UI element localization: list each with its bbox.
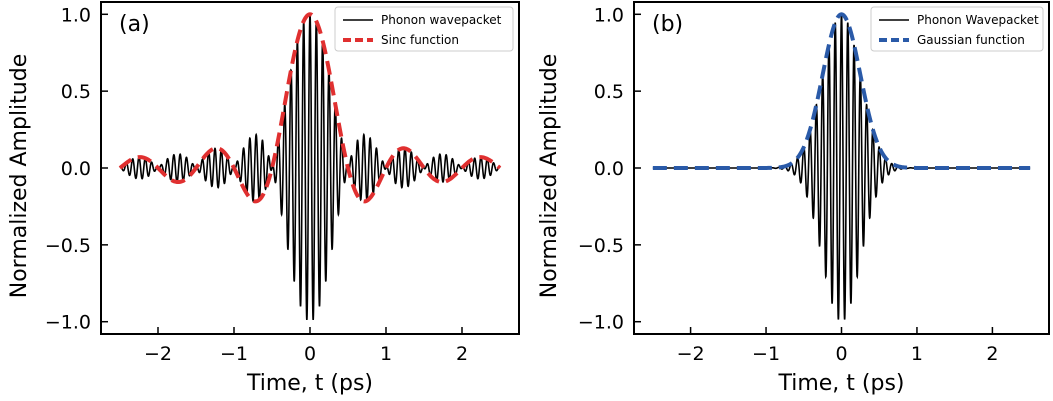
x-axis-label: Time, t (ps) [246,371,373,396]
panel-label: (a) [119,12,150,37]
legend-label-wavepacket: Phonon Wavepacket [917,13,1039,27]
legend: Phonon wavepacket Sinc function [334,6,514,52]
y-tick-label: −0.5 [578,235,624,257]
x-tick-label: 0 [304,343,316,365]
x-tick-label: 1 [911,343,923,365]
legend: Phonon Wavepacket Gaussian function [870,6,1044,52]
x-tick-label: 2 [456,343,468,365]
legend-box [870,6,1044,52]
x-tick-label: −2 [677,343,705,365]
legend-label-wavepacket: Phonon wavepacket [381,13,502,27]
chart-panel-b: −2 −1 0 1 2 −1.0 −0.5 0.0 0.5 1.0 Time, t (ps) Norm… [537,1,1050,396]
y-tick-label: −0.5 [45,235,91,257]
series-line-envelope [118,12,502,204]
y-tick-label: 0.0 [61,158,91,180]
x-tick-label: −1 [752,343,780,365]
series-line-envelope [652,12,1031,170]
legend-label-envelope: Gaussian function [917,33,1025,47]
x-tick-label: −2 [144,343,172,365]
x-axis-label: Time, t (ps) [777,371,904,396]
x-tick-label: 0 [835,343,847,365]
y-tick-label: 0.0 [594,158,624,180]
x-tick-label: 2 [986,343,998,365]
y-tick-label: 1.0 [594,4,624,26]
x-tick-label: −1 [220,343,248,365]
y-tick-label: 0.5 [594,81,624,103]
y-tick-label: −1.0 [45,312,91,334]
series-line-wavepacket [652,14,1031,320]
y-tick-label: −1.0 [578,312,624,334]
panel-label: (b) [652,12,683,37]
x-tick-label: 1 [380,343,392,365]
y-axis-label: Normalized Amplitude [537,54,562,299]
y-axis-label: Normalized Amplitude [7,54,32,299]
y-tick-label: 0.5 [61,81,91,103]
legend-label-envelope: Sinc function [381,33,459,47]
series-line-wavepacket [119,14,501,321]
y-tick-label: 1.0 [61,4,91,26]
legend-box [334,6,514,52]
chart-panel-a: −2 −1 0 1 2 −1.0 −0.5 0.0 0.5 1.0 Time, t (ps) Norm… [7,1,520,396]
